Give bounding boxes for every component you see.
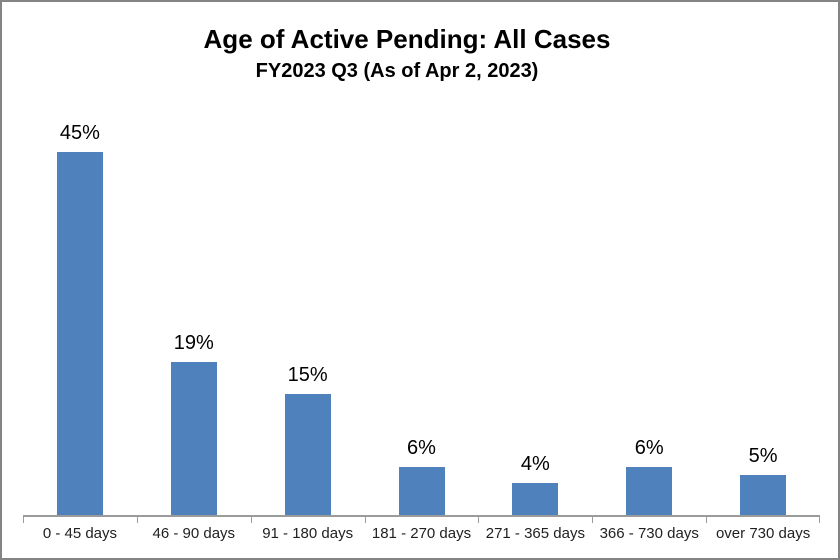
x-axis-category-label: 271 - 365 days: [485, 525, 585, 542]
bar-cell: 6%: [592, 49, 706, 515]
bar-cell: 15%: [251, 49, 365, 515]
bar: [740, 474, 787, 515]
chart-title: Age of Active Pending: All Cases: [203, 24, 611, 54]
x-axis-tick: [250, 517, 252, 523]
bar: [626, 466, 673, 515]
bar: [398, 466, 445, 515]
x-axis-category-label: 91 - 180 days: [262, 525, 354, 542]
x-axis-tick: [23, 517, 24, 523]
bar-value-label: 6%: [634, 436, 664, 459]
x-axis-category-label: 181 - 270 days: [371, 525, 472, 542]
x-axis-tick: [819, 517, 820, 523]
bar-value-label: 15%: [287, 364, 328, 386]
bar-cell: 5%: [706, 49, 820, 515]
x-axis-category-label: 46 - 90 days: [152, 525, 236, 542]
bar-value-label: 19%: [173, 331, 214, 354]
chart-subtitle: FY2023 Q3 (As of Apr 2, 2023): [255, 60, 539, 82]
x-axis-tick: [478, 517, 480, 523]
x-axis-category-label: over 730 days: [715, 525, 811, 542]
bar-cell: 19%: [137, 49, 251, 515]
x-axis-tick: [592, 517, 594, 523]
bar-value-label: 45%: [59, 122, 100, 144]
bar-cell: 45%: [23, 49, 137, 515]
bars-container: 45% 19% 15% 6% 4% 6% 5%: [23, 49, 820, 515]
plot-area: 45% 19% 15% 6% 4% 6% 5% 0 - 45 days 46 - 90 day…: [23, 2, 820, 558]
x-axis-tick: [706, 517, 708, 523]
x-axis-category-label: 366 - 730 days: [599, 525, 699, 542]
bar-value-label: 5%: [748, 444, 778, 467]
x-axis-category-label: 0 - 45 days: [42, 525, 118, 542]
bar: [170, 361, 217, 515]
bar: [512, 482, 559, 515]
bar-cell: 4%: [478, 49, 592, 515]
bar: [284, 394, 331, 515]
bar: [56, 152, 103, 515]
x-axis-line: [23, 515, 820, 517]
x-axis-labels: 0 - 45 days 46 - 90 days 91 - 180 days 181 …: [23, 524, 820, 544]
bar-value-label: 6%: [407, 436, 436, 459]
x-axis-tick: [136, 517, 138, 523]
bar-value-label: 4%: [520, 452, 550, 475]
x-axis-tick: [364, 517, 366, 523]
bar-cell: 6%: [365, 49, 479, 515]
